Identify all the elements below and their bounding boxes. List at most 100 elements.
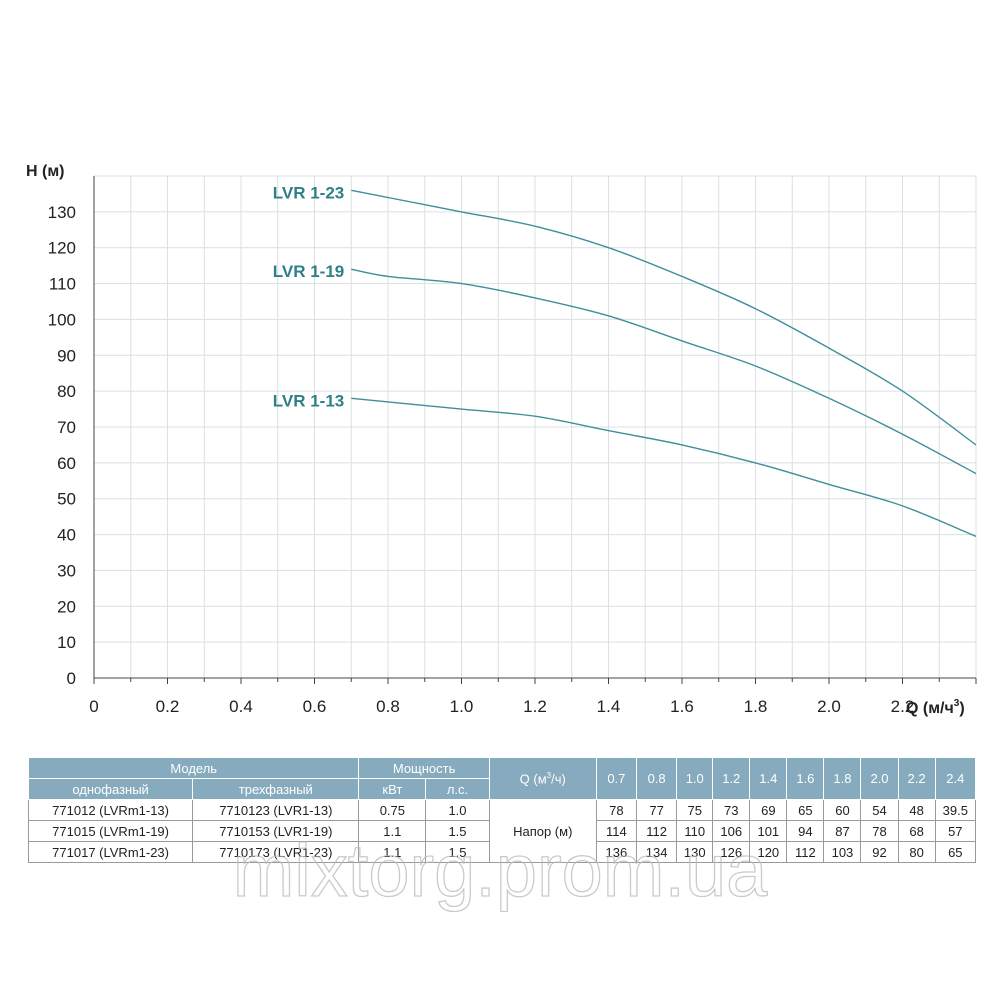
y-tick-label: 0 bbox=[67, 669, 76, 688]
series-label: LVR 1-13 bbox=[273, 391, 345, 410]
head-value: 60 bbox=[823, 799, 862, 821]
x-tick-label: 0.8 bbox=[376, 697, 400, 716]
x-tick-label: 2.0 bbox=[817, 697, 841, 716]
x-tick-label: 1.0 bbox=[450, 697, 474, 716]
head-value: 112 bbox=[786, 841, 825, 863]
head-value: 78 bbox=[595, 799, 637, 821]
head-value: 48 bbox=[897, 799, 936, 821]
series-label: LVR 1-19 bbox=[273, 262, 345, 281]
y-tick-label: 20 bbox=[57, 597, 76, 616]
single-phase-model: 771012 (LVRm1-13) bbox=[27, 799, 194, 821]
head-value: 68 bbox=[897, 820, 936, 842]
x-tick-label: 0.2 bbox=[156, 697, 180, 716]
head-value: 75 bbox=[676, 799, 714, 821]
x-tick-label: 1.4 bbox=[597, 697, 621, 716]
power-kw: 1.1 bbox=[358, 841, 427, 863]
q-header: 1.6 bbox=[786, 757, 825, 800]
series-line bbox=[351, 397, 977, 538]
y-tick-label: 10 bbox=[57, 633, 76, 652]
power-header: Мощность bbox=[358, 757, 490, 779]
x-tick-label: 0 bbox=[89, 697, 98, 716]
y-tick-label: 130 bbox=[48, 203, 76, 222]
head-value: 57 bbox=[934, 820, 977, 842]
q-header: 0.8 bbox=[635, 757, 678, 800]
y-tick-label: 50 bbox=[57, 490, 76, 509]
series-line bbox=[351, 268, 977, 475]
q-header: 1.8 bbox=[823, 757, 862, 800]
head-value: 65 bbox=[786, 799, 825, 821]
series-label: LVR 1-23 bbox=[273, 183, 345, 202]
q-header: 2.2 bbox=[897, 757, 936, 800]
hp-header: л.с. bbox=[425, 778, 490, 800]
q-header: 1.0 bbox=[676, 757, 714, 800]
head-value: 101 bbox=[749, 820, 788, 842]
table-row: 771017 (LVRm1-23) 7710173 (LVR1-23) 1.1 … bbox=[27, 841, 977, 863]
single-phase-model: 771017 (LVRm1-23) bbox=[27, 841, 194, 863]
head-value: 134 bbox=[635, 841, 678, 863]
q-header: 2.4 bbox=[934, 757, 977, 800]
chart-series: LVR 1-23 LVR 1-19 LVR 1-13 bbox=[273, 183, 977, 538]
power-hp: 1.5 bbox=[425, 820, 490, 842]
model-header: Модель bbox=[27, 757, 360, 779]
head-value: 103 bbox=[823, 841, 862, 863]
kw-header: кВт bbox=[358, 778, 427, 800]
flow-header: Q (м3/ч) bbox=[488, 757, 597, 800]
y-tick-label: 90 bbox=[57, 346, 76, 365]
y-tick-label: 120 bbox=[48, 239, 76, 258]
x-tick-label: 2.2 bbox=[891, 697, 915, 716]
head-value: 92 bbox=[860, 841, 899, 863]
q-header: 2.0 bbox=[860, 757, 899, 800]
y-tick-label: 110 bbox=[49, 275, 76, 294]
head-value: 65 bbox=[934, 841, 977, 863]
power-kw: 1.1 bbox=[358, 820, 427, 842]
chart-grid bbox=[93, 175, 977, 678]
y-tick-label: 80 bbox=[57, 382, 76, 401]
pump-performance-chart: 0 10 20 30 40 50 60 70 80 90 100 110 120 130 0 0.2 0.4 0.… bbox=[26, 163, 977, 717]
y-tick-label: 70 bbox=[57, 418, 76, 437]
head-value: 78 bbox=[860, 820, 899, 842]
three-phase-model: 7710123 (LVR1-13) bbox=[192, 799, 360, 821]
head-value: 120 bbox=[749, 841, 788, 863]
head-value: 106 bbox=[712, 820, 751, 842]
x-tick-label: 0.4 bbox=[229, 697, 253, 716]
x-tick-label: 1.2 bbox=[523, 697, 547, 716]
power-hp: 1.0 bbox=[425, 799, 490, 821]
chart-axes: 0 10 20 30 40 50 60 70 80 90 100 110 120 130 0 0.2 0.4 0.… bbox=[48, 176, 977, 716]
three-phase-model: 7710173 (LVR1-23) bbox=[192, 841, 360, 863]
x-tick-label: 1.6 bbox=[670, 697, 694, 716]
head-value: 77 bbox=[635, 799, 678, 821]
head-value: 73 bbox=[712, 799, 751, 821]
flow-label-cell bbox=[488, 799, 597, 821]
y-tick-label: 100 bbox=[48, 310, 76, 329]
series-line bbox=[351, 189, 977, 446]
power-hp: 1.5 bbox=[425, 841, 490, 863]
pump-spec-table: Модель Мощность Q (м3/ч) 0.7 0.8 1.0 1.2… bbox=[27, 757, 977, 863]
head-value: 54 bbox=[860, 799, 899, 821]
q-header: 1.4 bbox=[749, 757, 788, 800]
head-value: 94 bbox=[786, 820, 825, 842]
y-tick-label: 40 bbox=[57, 526, 76, 545]
head-value: 130 bbox=[676, 841, 714, 863]
table-header-row: Модель Мощность Q (м3/ч) 0.7 0.8 1.0 1.2… bbox=[27, 757, 977, 800]
head-value: 114 bbox=[595, 820, 637, 842]
three-phase-model: 7710153 (LVR1-19) bbox=[192, 820, 360, 842]
table-row: 771012 (LVRm1-13) 7710123 (LVR1-13) 0.75… bbox=[27, 799, 977, 821]
head-value: 87 bbox=[823, 820, 862, 842]
head-value: 69 bbox=[749, 799, 788, 821]
head-value: 80 bbox=[897, 841, 936, 863]
x-tick-label: 0.6 bbox=[303, 697, 327, 716]
head-value: 39.5 bbox=[934, 799, 977, 821]
power-kw: 0.75 bbox=[358, 799, 427, 821]
head-label: Напор (м) bbox=[488, 820, 597, 842]
head-value: 110 bbox=[676, 820, 714, 842]
y-tick-label: 30 bbox=[57, 561, 76, 580]
single-phase-header: однофазный bbox=[27, 778, 194, 800]
single-phase-model: 771015 (LVRm1-19) bbox=[27, 820, 194, 842]
flow-label-cell bbox=[488, 841, 597, 863]
head-value: 126 bbox=[712, 841, 751, 863]
three-phase-header: трехфазный bbox=[192, 778, 360, 800]
q-header: 0.7 bbox=[595, 757, 637, 800]
y-axis-title: H (м) bbox=[26, 163, 65, 180]
q-header: 1.2 bbox=[712, 757, 751, 800]
y-tick-label: 60 bbox=[57, 454, 76, 473]
